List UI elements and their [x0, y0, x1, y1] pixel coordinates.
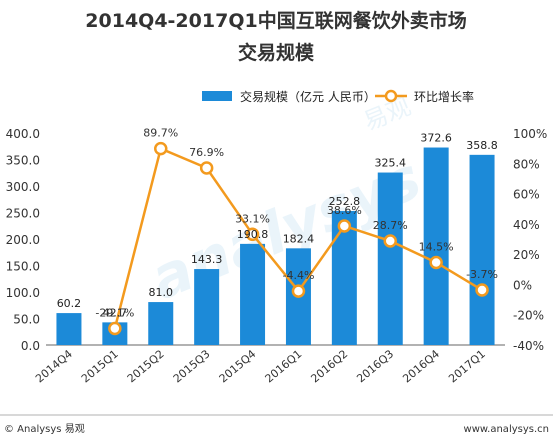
y-right-tick-label: 40%	[513, 218, 540, 232]
bar	[423, 147, 449, 345]
legend-line-marker	[384, 89, 398, 103]
growth-value-label: 38.6%	[327, 204, 362, 217]
y-left-tick-label: 300.0	[6, 180, 40, 194]
growth-value-label: 76.9%	[189, 146, 224, 159]
y-right-tick-label: 100%	[513, 127, 547, 141]
y-left-tick-label: 50.0	[13, 313, 40, 327]
bar	[469, 154, 495, 345]
y-right-tick-label: -40%	[513, 339, 544, 353]
x-tick-label: 2016Q3	[354, 347, 396, 385]
growth-point	[199, 161, 214, 175]
x-tick-label: 2015Q4	[217, 347, 259, 385]
growth-point	[475, 283, 489, 297]
footer-left: © Analysys 易观	[4, 423, 85, 435]
bar	[194, 269, 220, 345]
legend-line-label: 环比增长率	[414, 89, 474, 104]
y-left-tick-label: 200.0	[6, 233, 40, 247]
x-tick-label: 2017Q1	[446, 347, 488, 385]
bar-value-label: 143.3	[191, 253, 223, 266]
x-tick-label: 2016Q4	[400, 347, 442, 385]
bar	[377, 172, 403, 345]
bar	[240, 243, 266, 345]
x-tick-label: 2015Q3	[171, 347, 213, 385]
growth-point	[245, 227, 260, 242]
bar-value-label: 60.2	[57, 297, 82, 310]
growth-line	[108, 141, 489, 336]
y-left-tick-label: 0.0	[21, 339, 40, 353]
x-tick-label: 2015Q1	[79, 347, 121, 385]
bar-value-label: 325.4	[375, 157, 407, 170]
growth-point	[108, 321, 122, 336]
bars	[56, 147, 495, 345]
growth-value-label: 89.7%	[143, 127, 178, 140]
chart-title-line2: 交易规模	[238, 41, 315, 64]
growth-value-label: 14.5%	[419, 240, 454, 253]
growth-value-label: -29.1%	[95, 306, 134, 319]
y-left-tick-label: 400.0	[6, 127, 40, 141]
y-left-tick-label: 350.0	[6, 154, 40, 168]
y-right-tick-label: 60%	[513, 188, 540, 202]
y-right-tick-label: 20%	[513, 248, 540, 262]
growth-value-label: 28.7%	[373, 219, 408, 232]
bar	[331, 211, 357, 345]
growth-point	[291, 284, 306, 298]
legend: 交易规模（亿元 人民币） 环比增长率	[202, 89, 474, 104]
x-tick-label: 2016Q1	[263, 347, 305, 385]
y-left-tick-label: 100.0	[6, 286, 40, 300]
bar-value-label: 182.4	[283, 232, 315, 245]
bar-value-label: 358.8	[466, 139, 498, 152]
x-tick-label: 2016Q2	[308, 347, 350, 385]
bar	[56, 313, 82, 345]
growth-value-label: -4.4%	[282, 269, 314, 282]
growth-point	[337, 219, 352, 233]
x-tick-label: 2014Q4	[33, 347, 75, 385]
growth-point	[154, 141, 168, 156]
y-right-tick-label: 0%	[513, 278, 532, 292]
bar-value-label: 81.0	[149, 286, 174, 299]
bar	[148, 302, 174, 345]
growth-value-label: -3.7%	[466, 268, 498, 281]
y-right-tick-label: -20%	[513, 309, 544, 323]
growth-point	[429, 255, 443, 270]
bar-value-label: 372.6	[420, 132, 452, 145]
bar-value-label: 42.7	[103, 306, 128, 319]
bar-value-label: 190.8	[237, 228, 269, 241]
legend-bar-swatch	[202, 91, 232, 101]
y-right-tick-label: 80%	[513, 157, 540, 171]
growth-value-label: 33.1%	[235, 212, 270, 225]
x-tick-label: 2015Q2	[125, 347, 167, 385]
data-labels: 60.2 42.7 81.0 143.3 190.8 182.4 252.8 325.4 372…	[57, 127, 498, 320]
growth-point	[383, 234, 397, 248]
footer-right: www.analysys.cn	[464, 424, 549, 435]
y-left-tick-label: 150.0	[6, 260, 40, 274]
y-left-tick-label: 250.0	[6, 207, 40, 221]
legend-bar-label: 交易规模（亿元 人民币）	[240, 89, 376, 104]
bar-value-label: 252.8	[329, 195, 361, 208]
chart-title-line1: 2014Q4-2017Q1中国互联网餐饮外卖市场	[85, 9, 466, 32]
